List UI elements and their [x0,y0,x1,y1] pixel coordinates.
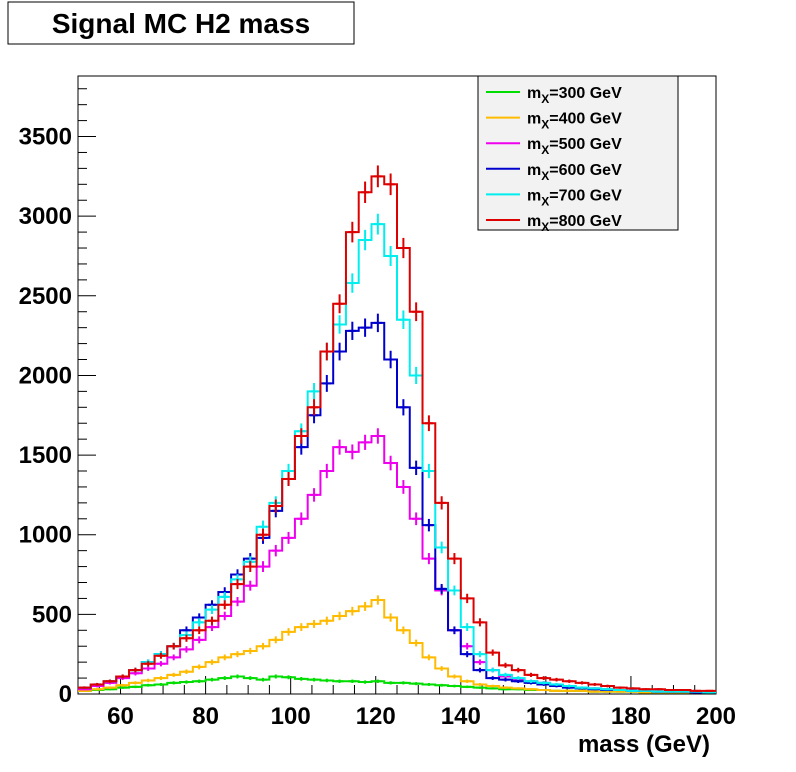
legend-label: mX=500 GeV [527,136,622,157]
y-tick-label: 2000 [19,362,72,389]
x-axis: 60 80 100 120 140 160 180 200 [77,676,736,730]
x-tick-label: 80 [192,703,219,730]
title-box: Signal MC H2 mass [7,1,355,45]
legend-frame [477,75,679,231]
legend-label: mX=400 GeV [527,111,622,132]
y-tick-label: 1000 [19,522,72,549]
x-tick-label: 140 [441,703,481,730]
y-tick-label: 0 [59,681,72,708]
chart-title: Signal MC H2 mass [52,8,310,39]
series-4 [78,313,716,694]
x-axis-title: mass (GeV) [578,731,710,758]
y-tick-label: 2500 [19,283,72,310]
x-tick-label: 180 [611,703,651,730]
series-line [78,434,716,694]
y-tick-label: 3500 [19,124,72,151]
y-tick-label: 500 [32,601,72,628]
legend-label: mX=700 GeV [527,187,622,208]
series-2 [78,595,716,694]
series-3 [78,428,716,694]
legend: mX=300 GeV mX=400 GeV mX=500 GeV mX=600 GeV… [477,75,679,234]
y-axis: 0 500 1000 1500 2000 2500 3000 3500 [19,88,96,708]
title-frame [7,1,355,45]
series-line [78,175,716,692]
series-6 [78,165,716,692]
x-tick-label: 100 [271,703,311,730]
legend-label: mX=600 GeV [527,162,622,183]
x-tick-label: 200 [696,703,736,730]
series-line [78,223,716,694]
y-tick-label: 3000 [19,203,72,230]
x-tick-label: 160 [526,703,566,730]
series-layer [78,165,716,694]
y-tick-label: 1500 [19,442,72,469]
series-line [78,321,716,694]
x-tick-label: 120 [356,703,396,730]
x-tick-label: 60 [107,703,134,730]
legend-label: mX=800 GeV [527,213,622,234]
legend-label: mX=300 GeV [527,85,622,106]
